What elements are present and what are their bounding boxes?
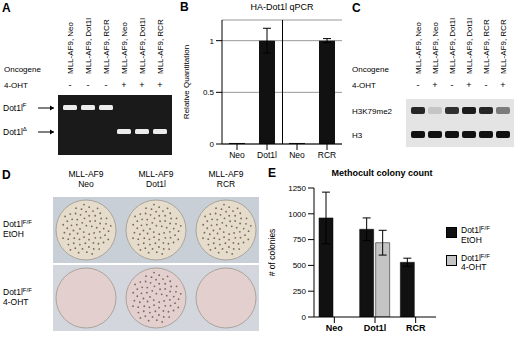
svg-text:MLL-AF9, RCR: MLL-AF9, RCR	[499, 19, 508, 74]
svg-text:-: -	[69, 80, 72, 90]
html-text:Methocult colony count: Methocult colony count	[331, 168, 433, 178]
svg-text:+: +	[121, 80, 126, 90]
svg-text:Dot1l: Dot1l	[364, 323, 387, 333]
html-text:D: D	[2, 168, 11, 182]
svg-text:1000: 1000	[288, 210, 306, 219]
html-text:4-OHT: 4-OHT	[461, 262, 487, 273]
html-text:4-OHT: 4-OHT	[3, 296, 29, 307]
svg-text:4-OHT: 4-OHT	[352, 81, 376, 90]
svg-text:750: 750	[293, 235, 307, 244]
svg-text:MLL-AF9, Neo: MLL-AF9, Neo	[431, 21, 440, 74]
html-text:EtOH: EtOH	[3, 228, 24, 239]
svg-text:MLL-AF9, RCR: MLL-AF9, RCR	[102, 19, 111, 74]
svg-text:RCR: RCR	[318, 150, 336, 160]
html-text:Dot1lF/F: Dot1lF/F	[3, 218, 32, 229]
svg-text:500: 500	[293, 261, 307, 270]
svg-text:-: -	[451, 80, 454, 90]
html-text:Dot1lF/F: Dot1lF/F	[461, 224, 490, 235]
svg-text:C: C	[352, 1, 361, 15]
svg-text:Neo: Neo	[326, 323, 344, 333]
svg-text:Dot1l: Dot1l	[257, 150, 277, 160]
svg-text:+: +	[466, 80, 471, 90]
html-text:Dot1lF/F: Dot1lF/F	[3, 286, 32, 297]
svg-text:-: -	[87, 80, 90, 90]
svg-text:MLL-AF9, Dot1l: MLL-AF9, Dot1l	[138, 18, 147, 74]
svg-text:+: +	[432, 80, 437, 90]
svg-text:Neo: Neo	[229, 150, 245, 160]
html-text:B: B	[180, 0, 189, 14]
svg-text:Oncogene: Oncogene	[4, 65, 41, 74]
svg-text:Dot1lΔ: Dot1lΔ	[3, 125, 27, 137]
svg-text:-: -	[417, 80, 420, 90]
html-text:EtOH: EtOH	[461, 234, 482, 245]
html-text:RCR: RCR	[216, 178, 236, 189]
svg-text:0.5: 0.5	[203, 88, 215, 97]
svg-text:MLL-AF9, RCR: MLL-AF9, RCR	[482, 19, 491, 74]
svg-text:Dot1lF: Dot1lF	[3, 101, 27, 113]
svg-text:1: 1	[210, 37, 215, 46]
svg-text:0: 0	[302, 313, 307, 322]
svg-text:1250: 1250	[288, 184, 306, 193]
svg-text:MLL-AF9, Neo: MLL-AF9, Neo	[66, 21, 75, 74]
svg-text:MLL-AF9, Dot1l: MLL-AF9, Dot1l	[448, 18, 457, 74]
html-text:E: E	[268, 166, 276, 180]
svg-text:H3K79me2: H3K79me2	[352, 107, 393, 116]
svg-text:MLL-AF9, Neo: MLL-AF9, Neo	[414, 21, 423, 74]
svg-text:RCR: RCR	[406, 323, 426, 333]
html-text:Neo: Neo	[78, 178, 94, 189]
svg-text:-: -	[485, 80, 488, 90]
svg-text:MLL-AF9, Dot1l: MLL-AF9, Dot1l	[84, 18, 93, 74]
svg-text:H3: H3	[352, 131, 363, 140]
svg-text:Oncogene: Oncogene	[352, 65, 389, 74]
html-text:MLL-AF9: MLL-AF9	[68, 169, 104, 179]
svg-text:4-OHT: 4-OHT	[4, 81, 28, 90]
html-text:Dot1l: Dot1l	[146, 178, 166, 189]
html-text:HA-Dot1l qPCR: HA-Dot1l qPCR	[250, 2, 314, 12]
svg-text:MLL-AF9, RCR: MLL-AF9, RCR	[156, 19, 165, 74]
svg-text:+: +	[500, 80, 505, 90]
svg-text:0: 0	[210, 140, 215, 149]
svg-text:Neo: Neo	[289, 150, 305, 160]
svg-text:+: +	[139, 80, 144, 90]
html-text:MLL-AF9: MLL-AF9	[208, 169, 244, 179]
svg-text:-: -	[105, 80, 108, 90]
svg-text:+: +	[157, 80, 162, 90]
html-text:Dot1lF/F: Dot1lF/F	[461, 251, 490, 263]
svg-text:MLL-AF9, Dot1l: MLL-AF9, Dot1l	[465, 18, 474, 74]
svg-text:250: 250	[293, 287, 307, 296]
svg-text:# of colonies: # of colonies	[268, 229, 277, 277]
svg-text:MLL-AF9, Neo: MLL-AF9, Neo	[120, 21, 129, 74]
html-text:MLL-AF9: MLL-AF9	[138, 169, 174, 179]
svg-text:A: A	[2, 1, 11, 15]
svg-text:Relative Quantitation: Relative Quantitation	[182, 45, 191, 119]
